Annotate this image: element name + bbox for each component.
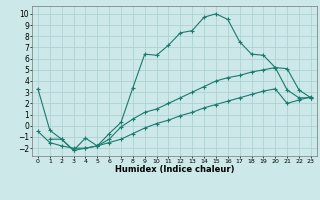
X-axis label: Humidex (Indice chaleur): Humidex (Indice chaleur): [115, 165, 234, 174]
